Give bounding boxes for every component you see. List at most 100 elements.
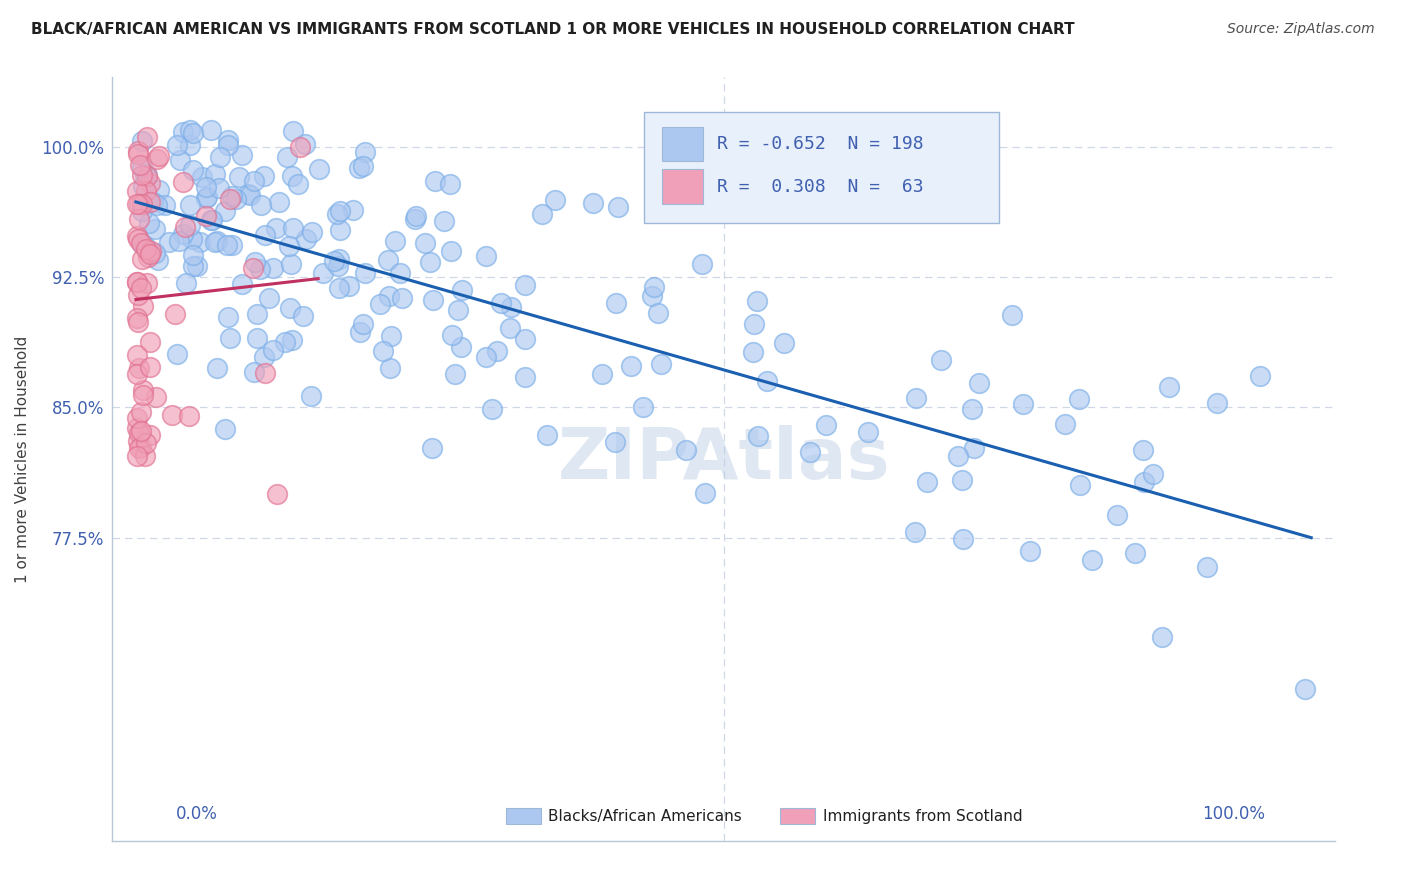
Point	[127, 232, 149, 246]
Point	[301, 225, 323, 239]
Text: R = -0.652  N = 198: R = -0.652 N = 198	[717, 135, 924, 153]
Point	[419, 255, 441, 269]
Point	[1206, 396, 1229, 410]
Point	[145, 245, 167, 260]
Point	[136, 277, 159, 291]
Point	[131, 204, 153, 219]
Point	[647, 306, 669, 320]
Point	[1019, 544, 1042, 558]
Point	[132, 383, 155, 397]
Point	[172, 125, 194, 139]
Point	[515, 332, 537, 346]
Point	[148, 148, 170, 162]
Point	[481, 401, 503, 416]
Text: ZIPAtlas: ZIPAtlas	[557, 425, 890, 494]
Point	[200, 122, 222, 136]
Point	[146, 198, 169, 212]
Point	[1012, 397, 1035, 411]
Point	[773, 335, 796, 350]
Point	[132, 388, 155, 402]
Text: 100.0%: 100.0%	[1202, 805, 1265, 822]
Point	[368, 297, 391, 311]
Point	[274, 335, 297, 350]
Point	[422, 293, 444, 308]
Point	[389, 266, 412, 280]
Point	[960, 402, 983, 417]
Point	[139, 335, 162, 350]
Point	[1067, 392, 1090, 406]
Text: R =  0.308  N =  63: R = 0.308 N = 63	[717, 178, 924, 195]
Point	[250, 198, 273, 212]
Point	[136, 129, 159, 144]
Point	[269, 195, 291, 210]
Point	[295, 232, 318, 246]
Point	[127, 275, 149, 289]
Point	[127, 275, 149, 289]
Point	[451, 284, 474, 298]
Point	[290, 140, 312, 154]
Point	[129, 158, 152, 172]
Point	[179, 218, 201, 232]
Point	[135, 185, 157, 199]
Point	[384, 234, 406, 248]
Point	[246, 307, 269, 321]
Point	[266, 221, 288, 235]
Point	[243, 174, 266, 188]
Point	[127, 288, 149, 302]
Point	[217, 238, 239, 252]
Point	[243, 365, 266, 379]
Point	[257, 291, 280, 305]
Point	[179, 122, 201, 136]
Point	[433, 214, 456, 228]
Point	[262, 343, 284, 357]
Point	[208, 150, 231, 164]
Point	[515, 277, 537, 292]
Point	[139, 194, 162, 209]
Point	[254, 228, 277, 243]
Point	[650, 357, 672, 371]
Point	[131, 197, 153, 211]
Point	[425, 174, 447, 188]
Point	[135, 242, 157, 256]
Point	[205, 234, 228, 248]
Point	[160, 408, 183, 422]
Point	[127, 450, 149, 464]
Point	[127, 348, 149, 362]
Point	[904, 525, 927, 540]
Point	[145, 390, 167, 404]
Point	[127, 197, 149, 211]
Point	[129, 236, 152, 251]
Point	[253, 351, 276, 365]
Point	[323, 253, 346, 268]
Point	[231, 148, 253, 162]
Point	[915, 475, 938, 489]
Point	[278, 239, 301, 253]
Point	[1294, 681, 1316, 696]
Point	[1249, 369, 1271, 384]
Point	[181, 247, 204, 261]
Point	[131, 299, 153, 313]
Point	[221, 189, 243, 203]
Point	[219, 192, 242, 206]
Point	[1069, 478, 1091, 492]
Point	[239, 188, 262, 202]
Point	[675, 443, 697, 458]
Point	[262, 260, 284, 275]
Point	[129, 404, 152, 418]
Point	[439, 177, 461, 191]
Point	[138, 176, 160, 190]
Point	[690, 257, 713, 271]
Point	[643, 279, 665, 293]
Point	[153, 198, 176, 212]
Point	[352, 317, 374, 331]
Y-axis label: 1 or more Vehicles in Household: 1 or more Vehicles in Household	[15, 335, 30, 583]
Point	[249, 261, 271, 276]
Point	[281, 334, 304, 348]
Point	[631, 400, 654, 414]
Point	[214, 204, 236, 219]
Point	[205, 360, 228, 375]
Point	[486, 343, 509, 358]
FancyBboxPatch shape	[644, 112, 998, 223]
Point	[128, 441, 150, 455]
Point	[342, 203, 364, 218]
